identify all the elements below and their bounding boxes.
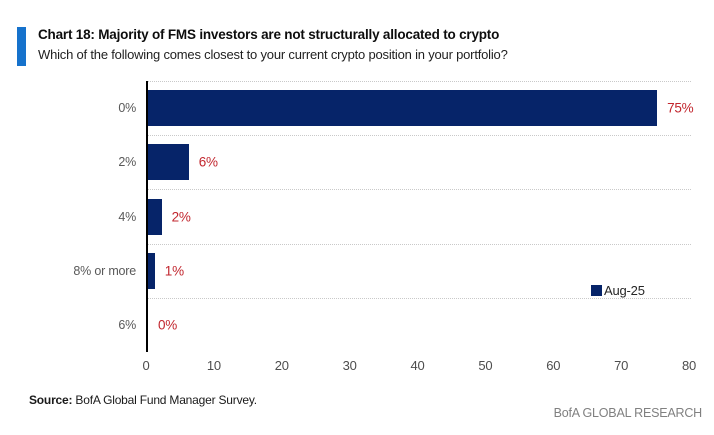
x-tick-label: 20 [274, 358, 289, 373]
data-label: 6% [198, 154, 218, 170]
legend-label: Aug-25 [604, 283, 645, 298]
source-note: Source: BofA Global Fund Manager Survey. [29, 393, 257, 407]
x-axis: 0 10 20 30 40 50 60 70 80 [142, 358, 696, 376]
bar [148, 252, 155, 289]
gridline [148, 189, 691, 191]
gridline [148, 135, 691, 137]
title-accent-bar [17, 27, 26, 66]
data-label: 0% [158, 317, 178, 333]
x-tick-label: 0 [142, 358, 150, 373]
x-tick-label: 80 [681, 358, 697, 373]
category-label: 0% [118, 101, 136, 116]
x-tick-label: 30 [342, 358, 357, 373]
legend-swatch-icon [591, 285, 602, 296]
data-label: 2% [171, 209, 191, 224]
gridline [148, 297, 691, 299]
x-tick-label: 70 [614, 358, 629, 373]
source-label: Source: [29, 393, 73, 407]
chart-title: Chart 18: Majority of FMS investors are … [38, 27, 500, 42]
x-tick-label: 60 [546, 358, 561, 373]
brand-mark: BofA GLOBAL RESEARCH [553, 406, 703, 420]
legend: Aug-25 [591, 283, 645, 298]
category-label: 6% [118, 317, 136, 332]
plot-area: Aug-25 0% 75% 2% 6% 4% 2% 8% or more 1% 6% 0% [73, 81, 694, 352]
gridline [148, 243, 691, 245]
category-label: 8% or more [73, 263, 136, 278]
x-tick-label: 10 [206, 358, 221, 373]
bar [148, 144, 189, 181]
x-tick-label: 40 [410, 358, 425, 373]
bar [148, 198, 162, 235]
category-label: 4% [118, 209, 136, 224]
source-text: BofA Global Fund Manager Survey. [72, 393, 257, 407]
data-label: 1% [164, 263, 184, 279]
chart-subtitle: Which of the following comes closest to … [38, 47, 508, 62]
gridline [148, 81, 691, 82]
category-label: 2% [118, 155, 136, 170]
x-tick-label: 50 [478, 358, 493, 373]
bar [148, 90, 658, 127]
data-label: 75% [667, 100, 694, 116]
